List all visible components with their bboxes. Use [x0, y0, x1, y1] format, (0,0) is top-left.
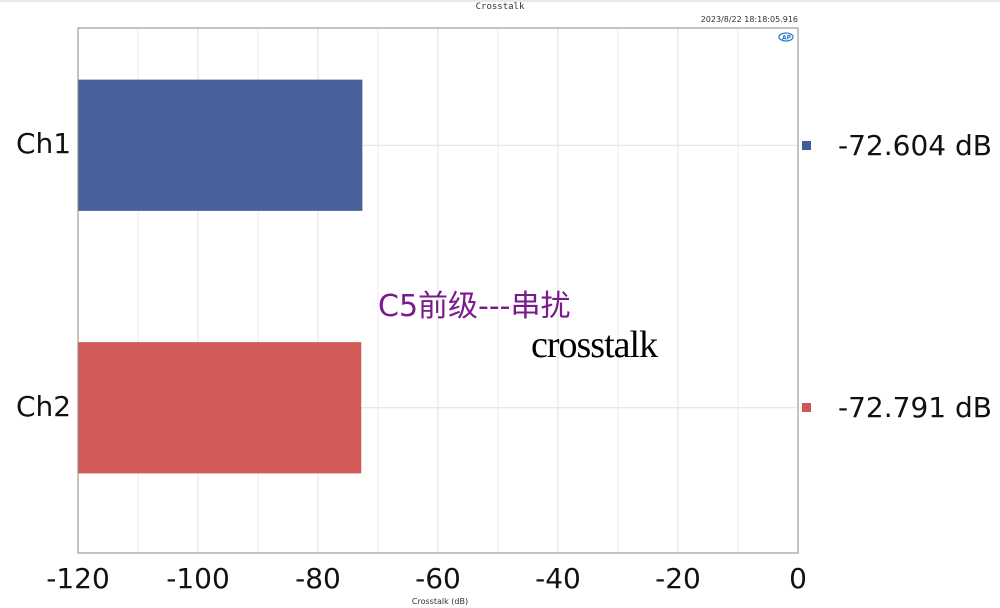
x-tick-label: -120 [46, 562, 110, 595]
svg-text:AP: AP [782, 35, 792, 42]
value-label-ch2: -72.791 dB [802, 391, 992, 425]
chart-title: Crosstalk [475, 2, 525, 12]
x-axis-label: Crosstalk (dB) [411, 597, 469, 606]
bar-ch1 [78, 79, 363, 211]
value-label-ch1: -72.604 dB [802, 128, 992, 162]
plot-area-border [77, 27, 799, 554]
x-tick-label: -20 [655, 562, 701, 595]
bar-ch2 [78, 342, 362, 474]
category-label-ch1: Ch1 [16, 127, 72, 161]
x-tick-label: 0 [789, 562, 807, 595]
timestamp: 2023/8/22 18:18:05.916 [700, 15, 798, 24]
legend-swatch-ch2 [802, 403, 811, 413]
value-text-ch1: -72.604 dB [838, 128, 992, 162]
x-tick-label: -40 [535, 562, 581, 595]
overlay-chinese-title: C5前级---串扰 [378, 289, 571, 324]
legend-swatch-ch1 [802, 140, 811, 150]
category-label-ch2: Ch2 [16, 389, 72, 423]
value-text-ch2: -72.791 dB [838, 391, 992, 425]
ap-logo-icon: AP [778, 32, 794, 42]
overlay-english-title: crosstalk [531, 324, 658, 366]
x-tick-label: -60 [415, 562, 461, 595]
x-tick-label: -80 [295, 562, 341, 595]
x-tick-label: -100 [166, 562, 230, 595]
